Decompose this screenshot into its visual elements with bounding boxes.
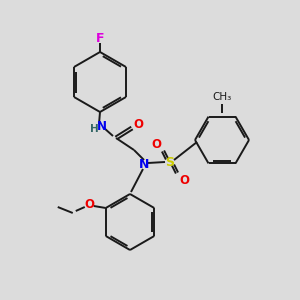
Text: N: N (97, 121, 107, 134)
Text: F: F (96, 32, 104, 44)
Text: CH₃: CH₃ (212, 92, 232, 102)
Text: S: S (166, 155, 175, 169)
Text: O: O (151, 137, 161, 151)
Text: N: N (139, 158, 149, 170)
Text: H: H (90, 124, 98, 134)
Text: O: O (85, 197, 95, 211)
Text: O: O (179, 173, 189, 187)
Text: O: O (133, 118, 143, 131)
